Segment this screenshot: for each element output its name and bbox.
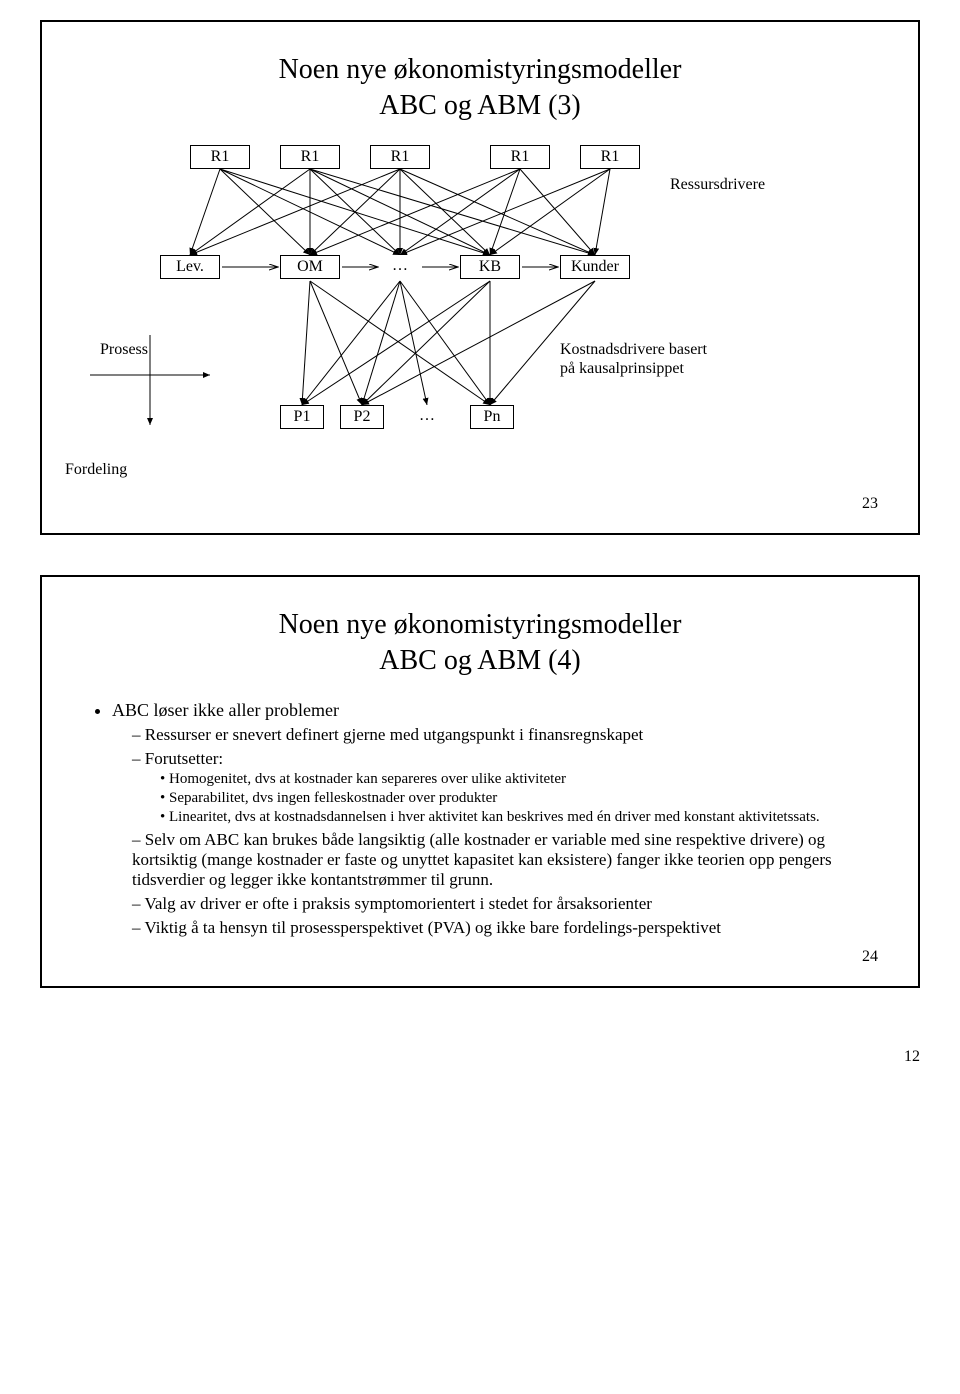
title-line-1: Noen nye økonomistyringsmodeller [279, 54, 682, 85]
node-bot-ellipsis: … [410, 405, 444, 427]
bullet-lvl2-1: Separabilitet, dvs ingen felleskostnader… [160, 790, 878, 807]
bullet-lvl2-0: Homogenitet, dvs at kostnader kan separe… [160, 771, 878, 788]
slide-24: Noen nye økonomistyringsmodeller ABC og … [40, 575, 920, 988]
diagram-lines [90, 145, 870, 485]
node-kb: KB [460, 255, 520, 279]
node-pn: Pn [470, 405, 514, 429]
node-kunder: Kunder [560, 255, 630, 279]
title2-line-1: Noen nye økonomistyringsmodeller [279, 609, 682, 640]
node-r1-4: R1 [580, 145, 640, 169]
abc-diagram: R1 R1 R1 R1 R1 Lev. OM … KB Kunder P1 P2… [90, 145, 870, 485]
label-prosess: Prosess [100, 340, 148, 359]
node-p1: P1 [280, 405, 324, 429]
node-om: OM [280, 255, 340, 279]
bullet-lvl1-1-text: Forutsetter: [145, 749, 223, 768]
slide-title: Noen nye økonomistyringsmodeller ABC og … [82, 52, 878, 125]
label-fordeling: Fordeling [65, 460, 127, 479]
bullet-lvl0-0-text: ABC løser ikke aller problemer [112, 700, 339, 720]
page: Noen nye økonomistyringsmodeller ABC og … [0, 0, 960, 1038]
node-r1-1: R1 [280, 145, 340, 169]
node-r1-3: R1 [490, 145, 550, 169]
label-kostnadsdrivere: Kostnadsdrivere basert på kausalprinsipp… [560, 340, 707, 378]
bullet-lvl1-0: Ressurser er snevert definert gjerne med… [132, 725, 878, 745]
bullet-lvl1-4: Viktig å ta hensyn til prosessperspektiv… [132, 918, 878, 938]
node-r1-0: R1 [190, 145, 250, 169]
page-number: 12 [0, 1038, 960, 1086]
title2-line-2: ABC og ABM (4) [379, 645, 580, 676]
slide-number-24: 24 [82, 948, 878, 966]
label-ressursdrivere: Ressursdrivere [670, 175, 765, 194]
bullet-lvl1-1: Forutsetter: Homogenitet, dvs at kostnad… [132, 749, 878, 826]
slide-23: Noen nye økonomistyringsmodeller ABC og … [40, 20, 920, 535]
title-line-2: ABC og ABM (3) [379, 90, 580, 121]
slide-title-2: Noen nye økonomistyringsmodeller ABC og … [82, 607, 878, 680]
kostnadsdrivere-line-2: på kausalprinsippet [560, 360, 684, 377]
slide-number-23: 23 [82, 495, 878, 513]
bullet-list: ABC løser ikke aller problemer Ressurser… [82, 700, 878, 938]
bullet-lvl1-2: Selv om ABC kan brukes både langsiktig (… [132, 830, 878, 890]
kostnadsdrivere-line-1: Kostnadsdrivere basert [560, 341, 707, 358]
node-r1-2: R1 [370, 145, 430, 169]
node-mid-ellipsis: … [380, 255, 420, 277]
bullet-lvl1-3: Valg av driver er ofte i praksis symptom… [132, 894, 878, 914]
bullet-lvl0-0: ABC løser ikke aller problemer Ressurser… [112, 700, 878, 938]
node-lev: Lev. [160, 255, 220, 279]
node-p2: P2 [340, 405, 384, 429]
bullet-lvl2-2: Linearitet, dvs at kostnadsdannelsen i h… [160, 809, 878, 826]
